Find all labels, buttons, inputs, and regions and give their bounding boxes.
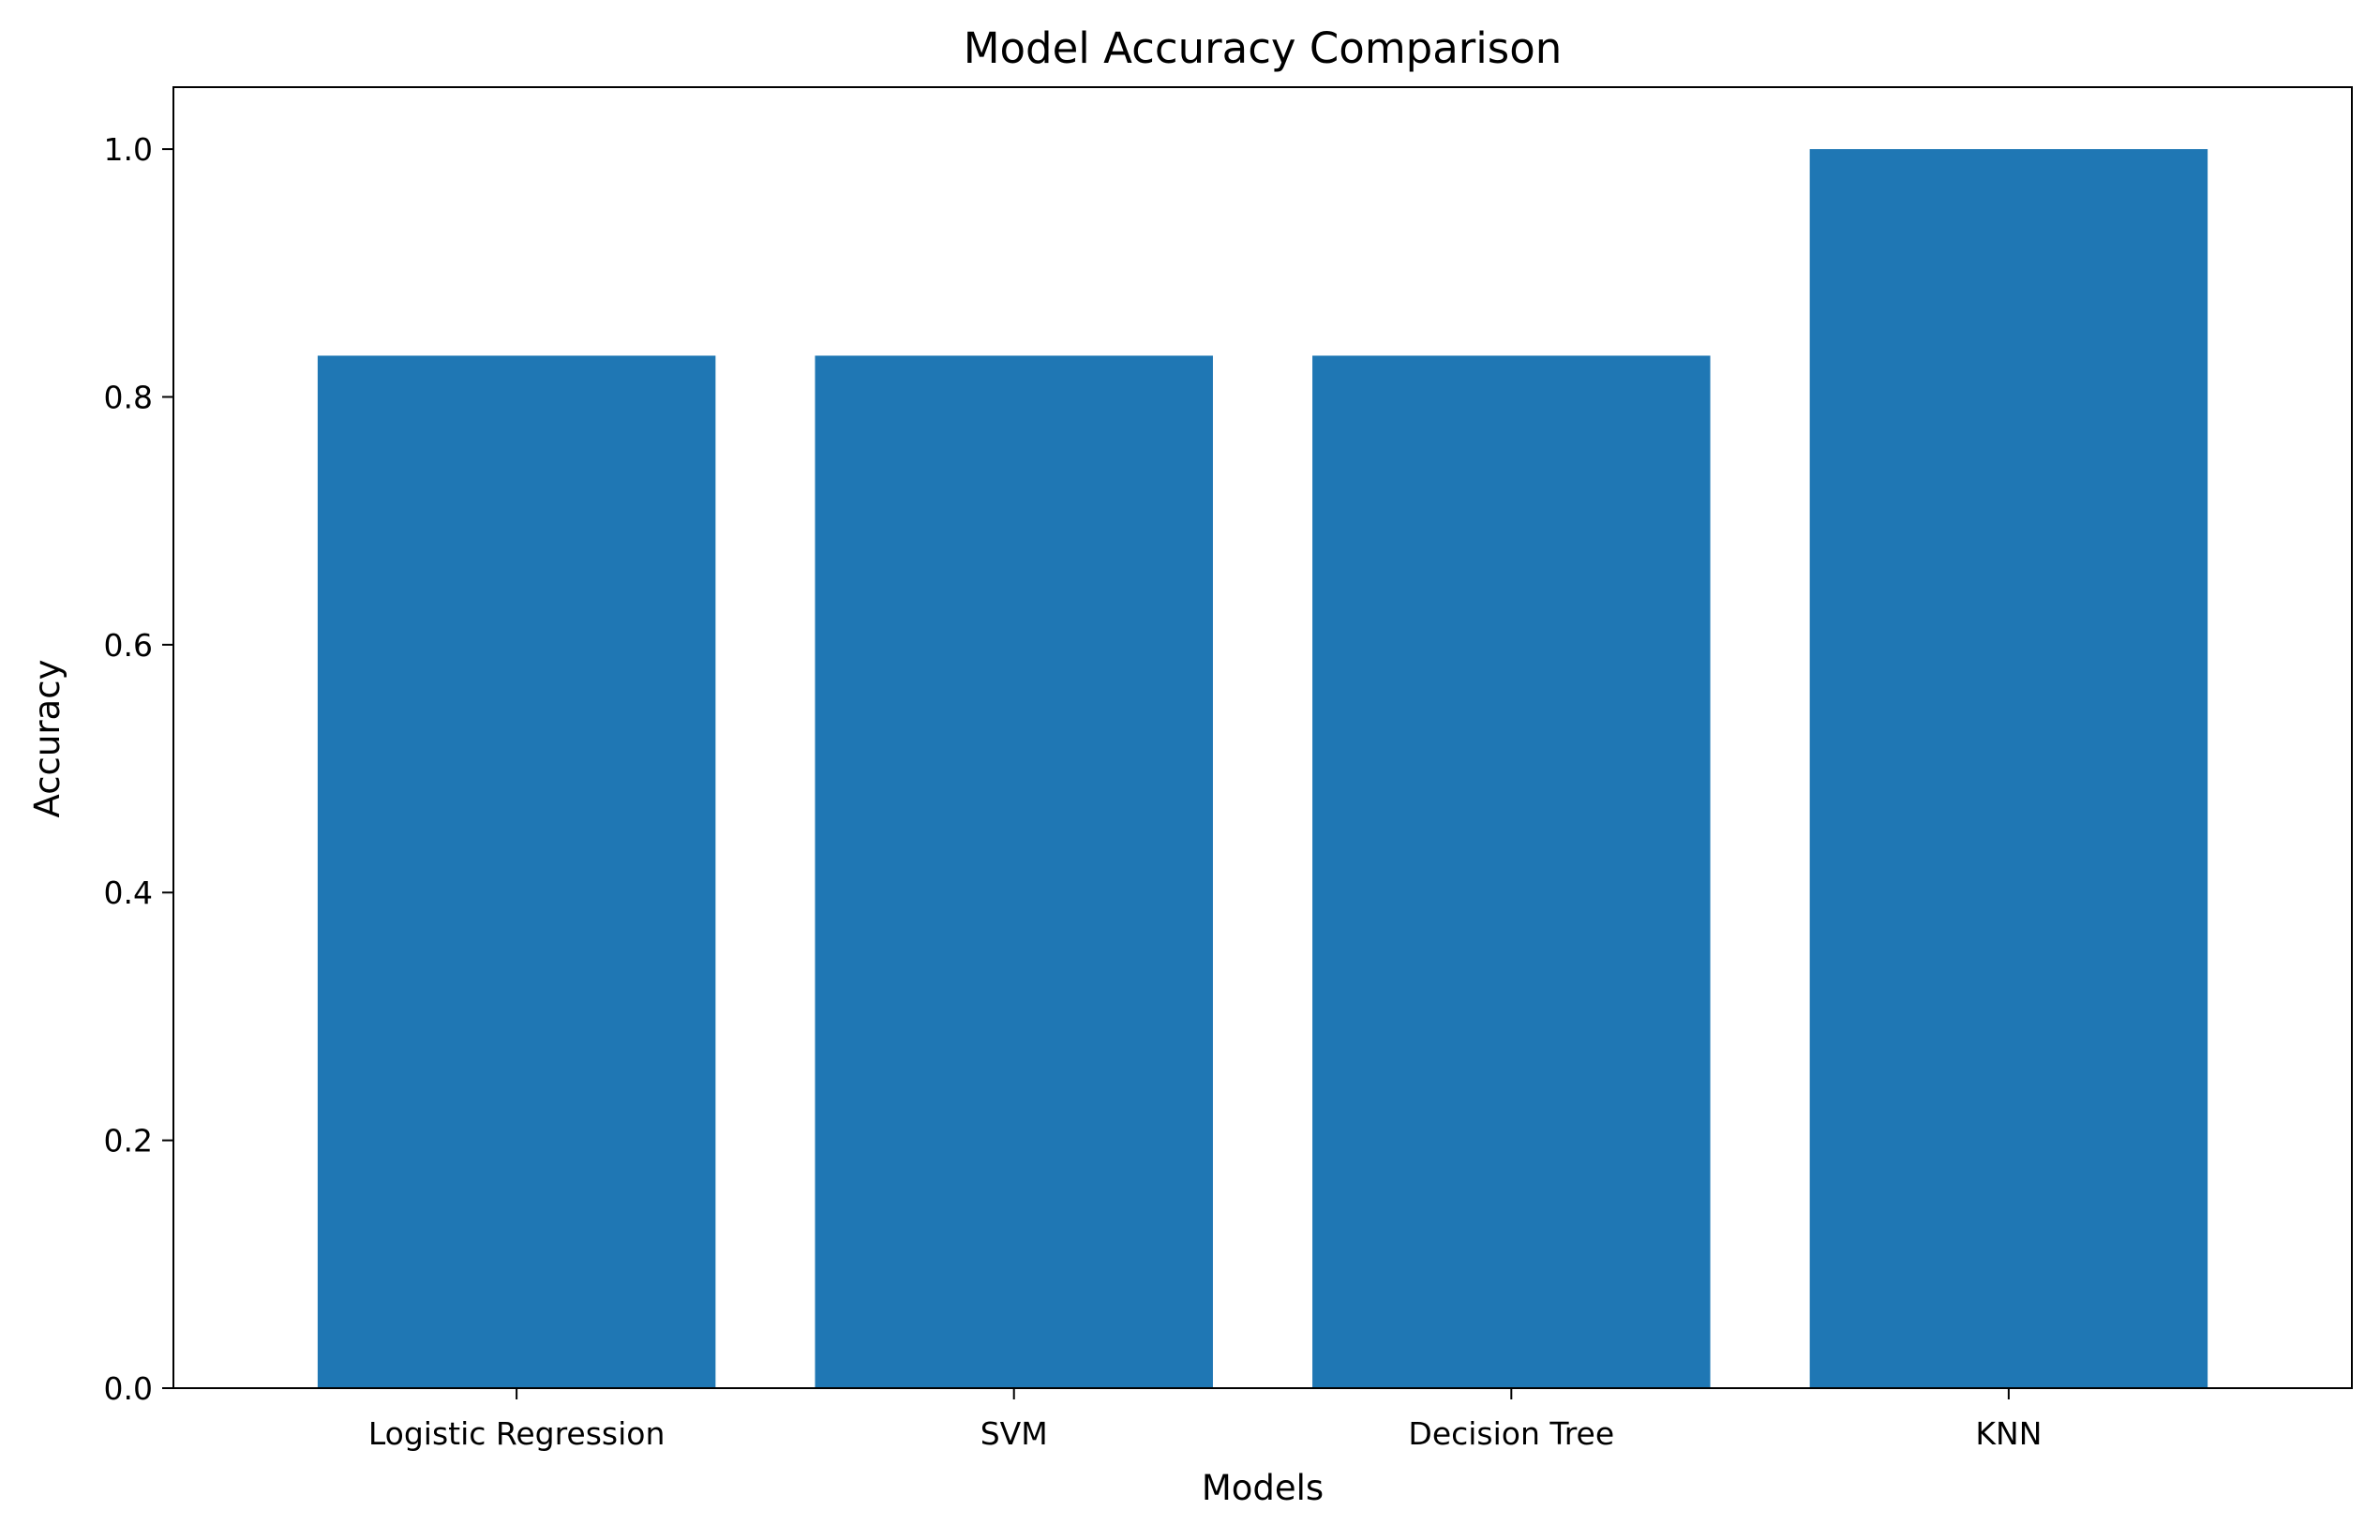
- y-axis-label: Accuracy: [27, 660, 67, 818]
- bar-knn: [1809, 149, 2208, 1389]
- bars: [317, 149, 2208, 1389]
- x-tick-label: Decision Tree: [1408, 1415, 1614, 1452]
- y-tick-label: 0.4: [104, 875, 153, 911]
- x-tick-label: SVM: [980, 1415, 1048, 1452]
- y-tick-label: 1.0: [104, 131, 153, 168]
- axes-frame: [172, 86, 2353, 1389]
- bar-logistic-regression: [317, 355, 716, 1388]
- bar-svm: [815, 355, 1213, 1388]
- y-axis: 0.0 0.2 0.4 0.6 0.8 1.0: [104, 131, 173, 1407]
- y-tick-label: 0.0: [104, 1370, 153, 1407]
- y-tick-label: 0.6: [104, 627, 153, 664]
- y-tick-label: 0.8: [104, 379, 153, 415]
- chart-title: Model Accuracy Comparison: [964, 23, 1563, 73]
- x-tick-label: Logistic Regression: [368, 1415, 666, 1452]
- x-axis: Logistic Regression SVM Decision Tree KNN: [368, 1388, 2042, 1452]
- y-tick-label: 0.2: [104, 1123, 153, 1159]
- bar-decision-tree: [1312, 355, 1711, 1388]
- axes-spines: [172, 86, 2353, 1389]
- x-tick-label: KNN: [1975, 1415, 2042, 1452]
- x-axis-label: Models: [1202, 1468, 1324, 1508]
